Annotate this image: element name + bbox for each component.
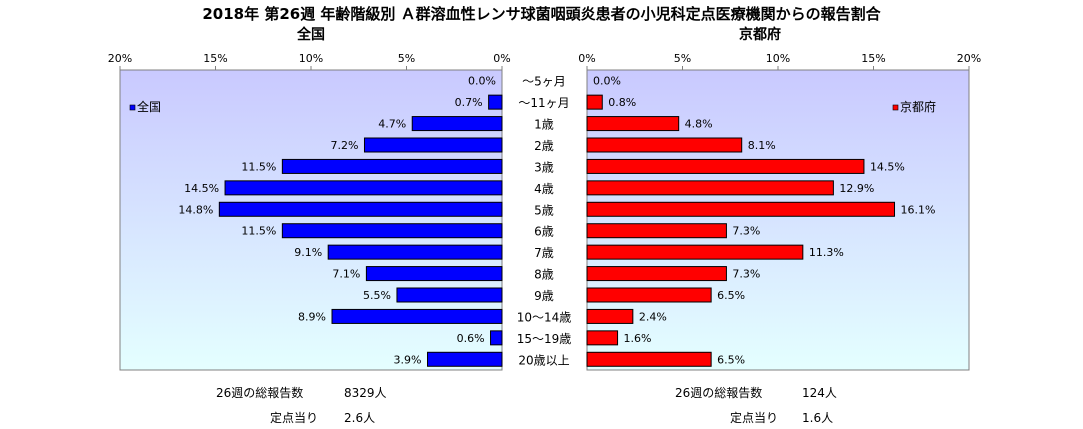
right-bar [586,330,619,346]
left-bar [281,158,503,174]
right-total-value: 124人 [802,386,837,400]
right-per-label: 定点当り [730,411,779,425]
left-bar [488,94,503,110]
category-label: 9歳 [534,289,554,303]
category-label: 10～14歳 [517,310,572,324]
left-data-label: 11.5% [241,160,276,173]
right-bar [586,308,634,324]
left-plot-area [119,69,503,371]
right-bar [586,116,680,132]
chart-title: 2018年 第26週 年齢階級別 Ａ群溶血性レンサ球菌咽頭炎患者の小児科定点医療… [202,5,881,23]
right-bar [586,201,896,217]
right-bar [586,180,834,196]
left-per-label: 定点当り [270,411,319,425]
left-data-label: 5.5% [363,289,391,302]
left-data-label: 3.9% [394,353,422,366]
category-label: 15～19歳 [517,332,572,346]
right-bar [586,223,727,239]
right-bar [586,137,743,153]
left-data-label: 11.5% [241,225,276,238]
left-x-tick-label: 15% [203,52,227,65]
right-per-value: 1.6人 [802,411,834,425]
left-bar [363,137,503,153]
left-data-label: 14.8% [178,203,213,216]
right-data-label: 16.1% [901,203,936,216]
category-label: 3歳 [534,160,554,174]
left-data-label: 9.1% [294,246,322,259]
right-bar [586,351,712,367]
right-data-label: 2.4% [639,310,667,323]
left-total-value: 8329人 [344,386,387,400]
right-bar [586,244,804,260]
right-data-label: 6.5% [717,289,745,302]
category-label: 6歳 [534,225,554,239]
category-label: 4歳 [534,182,554,196]
right-subtitle: 京都府 [739,27,781,43]
left-x-tick-label: 0% [493,52,510,65]
right-data-label: 6.5% [717,353,745,366]
right-data-label: 12.9% [839,182,874,195]
left-legend-swatch [129,104,136,111]
left-data-label: 14.5% [184,182,219,195]
category-label: 5歳 [534,203,554,217]
left-bar [331,308,503,324]
right-data-label: 8.1% [748,139,776,152]
left-data-label: 0.6% [457,332,485,345]
left-per-value: 2.6人 [344,411,376,425]
right-bar [586,266,727,282]
right-data-label: 14.5% [870,160,905,173]
left-x-tick-label: 20% [108,52,132,65]
category-label: ～5ヶ月 [522,75,566,89]
left-bar [396,287,503,303]
left-bar [224,180,503,196]
left-bar [281,223,503,239]
right-bar [586,287,712,303]
left-bar [490,330,503,346]
category-label: 1歳 [534,118,554,132]
right-x-tick-label: 20% [957,52,981,65]
category-label: 20歳以上 [518,353,569,367]
category-label: ～11ヶ月 [518,96,569,110]
right-x-tick-label: 10% [766,52,790,65]
right-x-tick-label: 5% [674,52,691,65]
right-data-label: 0.8% [608,96,636,109]
left-data-label: 7.1% [332,268,360,281]
left-bar [365,266,503,282]
left-subtitle: 全国 [297,27,325,43]
right-legend-swatch [892,104,899,111]
left-data-label: 0.7% [455,96,483,109]
left-data-label: 4.7% [378,118,406,131]
right-bar [586,158,865,174]
right-data-label: 7.3% [732,225,760,238]
left-bar [411,116,503,132]
right-total-label: 26週の総報告数 [675,386,763,400]
left-data-label: 0.0% [468,75,496,88]
right-x-tick-label: 15% [861,52,885,65]
right-legend-label: 京都府 [900,99,936,114]
right-plot-area [586,69,970,371]
right-data-label: 0.0% [593,75,621,88]
right-bar [586,94,603,110]
left-total-label: 26週の総報告数 [216,386,304,400]
right-data-label: 11.3% [809,246,844,259]
left-x-tick-label: 10% [299,52,323,65]
right-data-label: 4.8% [685,118,713,131]
left-data-label: 8.9% [298,310,326,323]
left-x-tick-label: 5% [398,52,415,65]
right-x-tick-label: 0% [578,52,595,65]
right-data-label: 7.3% [732,268,760,281]
category-label: 2歳 [534,139,554,153]
left-bar [327,244,503,260]
left-legend-label: 全国 [137,99,161,114]
category-label: 7歳 [534,246,554,260]
left-bar [218,201,503,217]
category-label: 8歳 [534,268,554,282]
right-data-label: 1.6% [624,332,652,345]
left-bar [427,351,503,367]
left-data-label: 7.2% [331,139,359,152]
